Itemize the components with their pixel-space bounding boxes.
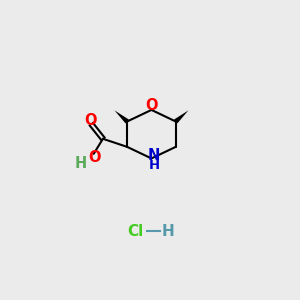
Text: H: H bbox=[148, 159, 160, 172]
Text: O: O bbox=[145, 98, 158, 113]
Text: H: H bbox=[75, 156, 87, 171]
Polygon shape bbox=[115, 110, 129, 123]
Text: O: O bbox=[88, 151, 101, 166]
Text: H: H bbox=[161, 224, 174, 239]
Text: N: N bbox=[148, 148, 161, 163]
Polygon shape bbox=[174, 110, 188, 123]
Text: Cl: Cl bbox=[127, 224, 143, 239]
Text: O: O bbox=[84, 112, 97, 128]
